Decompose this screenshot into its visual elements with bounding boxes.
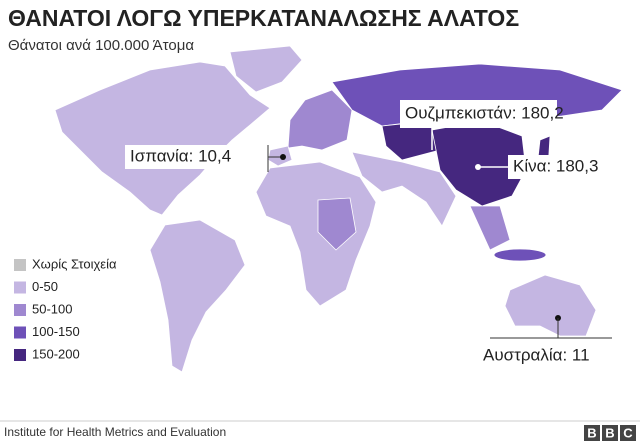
annotation-uzbekistan: Ουζμπεκιστάν: 180,2 <box>405 103 564 122</box>
logo-box <box>584 425 600 441</box>
logo-letter: C <box>623 425 633 440</box>
point-marker <box>280 154 286 160</box>
world-map <box>54 45 623 373</box>
annotation-box <box>400 100 557 128</box>
logo-box <box>620 425 636 441</box>
title: ΘΑΝΑΤΟΙ ΛΟΓΩ ΥΠΕΡΚΑΤΑΝΑΛΩΣΗΣ ΑΛΑΤΟΣ <box>8 5 519 31</box>
legend-swatch <box>14 326 26 339</box>
legend-swatch <box>14 259 26 271</box>
logo-letter: B <box>587 425 596 440</box>
australia <box>504 274 597 337</box>
legend-label: 50-100 <box>32 301 72 316</box>
africa <box>255 161 377 307</box>
spain <box>267 145 293 167</box>
legend-label: Χωρίς Στοιχεία <box>32 256 117 271</box>
south-america <box>149 219 246 373</box>
annotation-box <box>508 155 618 179</box>
indonesia <box>493 248 547 262</box>
southeast-asia <box>469 205 511 251</box>
legend-swatch <box>14 304 26 316</box>
central-africa <box>317 197 357 251</box>
logo-box <box>602 425 618 441</box>
logo-letter: B <box>605 425 614 440</box>
europe <box>287 89 353 151</box>
point-marker <box>475 164 481 170</box>
middle-east-india <box>351 151 457 227</box>
annotation-spain: Ισπανία: 10,4 <box>130 146 231 165</box>
annotation-australia: Αυστραλία: 11 <box>483 345 590 364</box>
legend-label: 100-150 <box>32 324 80 339</box>
legend-label: 150-200 <box>32 346 80 361</box>
legend-label: 0-50 <box>32 279 58 294</box>
annotation-china: Κίνα: 180,3 <box>513 156 598 175</box>
legend: Χωρίς Στοιχεία 0-50 50-100 100-150 150-200 <box>14 256 117 361</box>
annotation-box <box>125 145 267 169</box>
legend-swatch <box>14 349 26 361</box>
source: Institute for Health Metrics and Evaluat… <box>4 425 226 439</box>
north-america <box>54 61 271 216</box>
legend-swatch <box>14 281 26 294</box>
greenland <box>229 45 303 93</box>
subtitle: Θάνατοι ανά 100.000 Άτομα <box>8 37 194 54</box>
